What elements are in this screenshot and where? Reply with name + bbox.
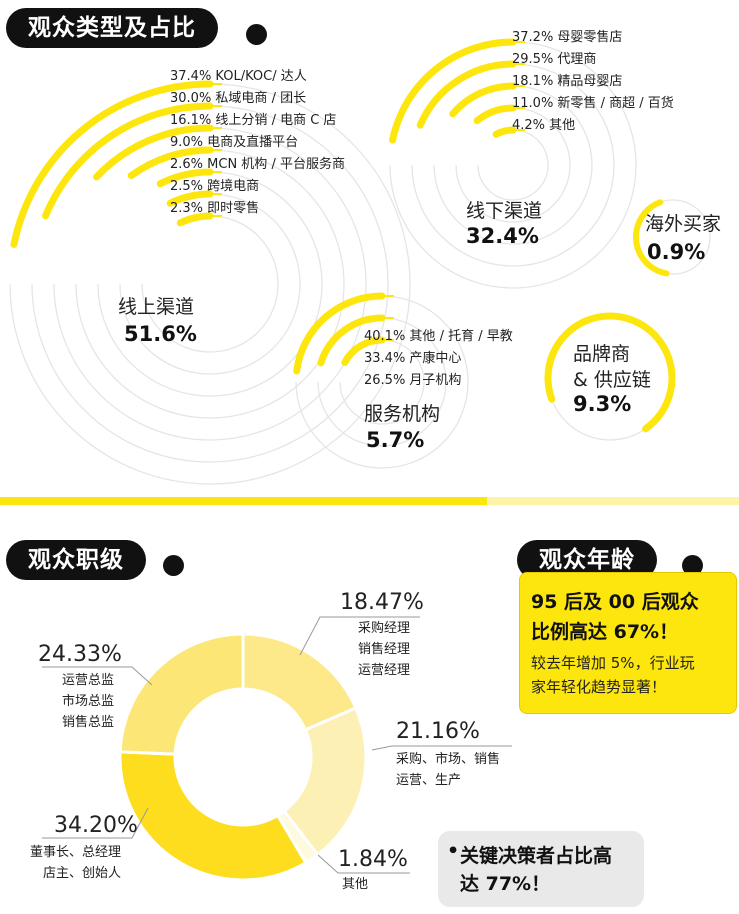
- service-item-label: 33.4% 产康中心: [364, 351, 462, 366]
- section-divider-fill: [0, 497, 487, 505]
- radial-track: [295, 295, 469, 469]
- service-item-label: 40.1% 其他 / 托育 / 早教: [364, 329, 513, 344]
- radial-bar: [93, 124, 214, 181]
- slice-percent: 21.16%: [396, 719, 480, 744]
- leader-line: [317, 854, 410, 874]
- service-group-name: 服务机构: [364, 403, 441, 425]
- radial-track: [389, 41, 637, 289]
- online-item-label: 16.1% 线上分销 / 电商 C 店: [170, 113, 337, 128]
- online-group-value: 51.6%: [124, 322, 197, 346]
- age-body: 较去年增加 5%，行业玩 家年轻化趋势显著！: [531, 654, 695, 696]
- radial-bar: [156, 168, 214, 188]
- online-item-label: 37.4% KOL/KOC/ 达人: [170, 69, 307, 84]
- service-group-value: 5.7%: [366, 428, 425, 452]
- radial-bar: [317, 314, 386, 367]
- brand-group-value: 9.3%: [573, 392, 632, 416]
- brand-group-name: 品牌商 & 供应链: [573, 343, 651, 391]
- overseas-group-value: 0.9%: [647, 240, 706, 264]
- radial-bar: [389, 38, 517, 144]
- radial-track: [317, 317, 447, 447]
- key-note-box: [438, 831, 644, 907]
- radial-track: [31, 105, 389, 463]
- online-item-label: 2.6% MCN 机构 / 平台服务商: [170, 157, 345, 172]
- title-dot: [246, 24, 267, 45]
- radial-bar: [341, 336, 386, 366]
- slice-roles: 其他: [342, 877, 369, 892]
- offline-group-name: 线下渠道: [466, 200, 543, 222]
- offline-item-label: 11.0% 新零售 / 商超 / 百货: [512, 96, 674, 111]
- slice-percent: 18.47%: [340, 590, 424, 615]
- section-title-job-level: 观众职级: [6, 540, 146, 580]
- online-item-label: 30.0% 私域电商 / 团长: [170, 91, 307, 106]
- title-dot: [682, 555, 703, 576]
- radial-bar: [492, 126, 517, 138]
- radial-track: [119, 193, 301, 375]
- leader-line: [42, 807, 149, 839]
- section-title-audience-type: 观众类型及占比: [6, 8, 218, 48]
- offline-item-label: 37.2% 母婴零售店: [512, 30, 623, 45]
- radial-bar: [42, 102, 214, 220]
- leader-line: [371, 745, 512, 751]
- slice-roles: 运营总监 市场总监 销售总监: [62, 673, 115, 730]
- age-callout: [519, 572, 737, 714]
- leader-line: [299, 616, 420, 656]
- donut-slice: [118, 632, 245, 756]
- radial-track: [455, 107, 571, 223]
- slice-percent: 34.20%: [54, 813, 138, 838]
- overseas-group-name: 海外买家: [645, 213, 722, 235]
- radial-bar: [293, 292, 386, 375]
- age-headline: 95 后及 00 后观众 比例高达 67%！: [531, 591, 699, 643]
- online-item-label: 2.3% 即时零售: [170, 201, 260, 216]
- offline-item-label: 18.1% 精品母婴店: [512, 74, 623, 89]
- donut-slice: [118, 750, 308, 882]
- radial-bar: [166, 190, 214, 207]
- radial-bar: [127, 146, 214, 180]
- service-item-label: 26.5% 月子机构: [364, 373, 462, 388]
- bullet-icon: •: [447, 840, 460, 862]
- key-note-text: 关键决策者占比高达 77%！: [460, 845, 613, 895]
- overseas-bar: [633, 199, 670, 277]
- radial-bar: [10, 80, 214, 248]
- offline-item-label: 4.2% 其他: [512, 118, 576, 133]
- offline-group-value: 32.4%: [466, 224, 539, 248]
- radial-track: [141, 215, 279, 353]
- slice-roles: 采购、市场、销售 运营、生产: [396, 752, 501, 788]
- radial-bar: [449, 82, 517, 118]
- slice-percent: 24.33%: [38, 642, 122, 667]
- radial-bar: [473, 104, 517, 125]
- radial-track: [53, 127, 367, 441]
- slice-roles: 采购经理 销售经理 运营经理: [358, 621, 411, 678]
- radial-bar: [176, 212, 214, 227]
- slice-roles: 董事长、总经理 店主、创始人: [30, 845, 122, 881]
- radial-track: [477, 129, 549, 201]
- title-dot: [163, 555, 184, 576]
- slice-percent: 1.84%: [338, 847, 408, 872]
- online-item-label: 9.0% 电商及直播平台: [170, 135, 299, 150]
- radial-track: [9, 83, 411, 485]
- radial-track: [339, 339, 425, 425]
- online-item-label: 2.5% 跨境电商: [170, 179, 260, 194]
- online-group-name: 线上渠道: [118, 296, 195, 318]
- leader-line: [42, 666, 153, 686]
- radial-track: [97, 171, 323, 397]
- offline-item-label: 29.5% 代理商: [512, 52, 597, 67]
- radial-track: [411, 63, 615, 267]
- brand-bar: [544, 312, 676, 433]
- radial-track: [75, 149, 345, 419]
- radial-track: [433, 85, 593, 245]
- radial-bar: [416, 60, 517, 129]
